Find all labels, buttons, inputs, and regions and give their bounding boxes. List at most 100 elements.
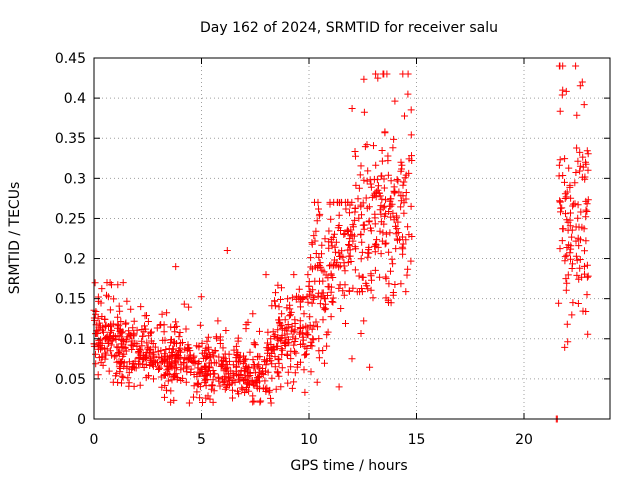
- data-point: [559, 86, 567, 94]
- data-point: [349, 223, 357, 231]
- data-point: [246, 348, 254, 356]
- data-point: [160, 328, 168, 336]
- data-point: [349, 284, 357, 292]
- data-point: [564, 218, 572, 226]
- data-point: [293, 363, 301, 371]
- data-point: [245, 363, 253, 371]
- data-point: [145, 372, 153, 380]
- data-point: [110, 295, 118, 303]
- data-point: [329, 274, 337, 281]
- data-point: [373, 176, 381, 184]
- data-point: [336, 262, 344, 270]
- data-point: [384, 171, 392, 179]
- data-point: [164, 377, 172, 385]
- data-point: [277, 296, 284, 303]
- data-point: [571, 200, 579, 208]
- data-point: [344, 228, 352, 235]
- data-point: [133, 326, 141, 334]
- data-point: [371, 220, 379, 228]
- data-point: [357, 203, 365, 211]
- data-point: [394, 218, 402, 226]
- data-point: [190, 352, 198, 360]
- data-point: [179, 339, 186, 346]
- data-point: [393, 176, 401, 183]
- data-point: [167, 339, 175, 347]
- data-point: [114, 349, 122, 357]
- data-point: [312, 318, 320, 326]
- data-point: [308, 325, 316, 333]
- data-point: [354, 195, 362, 203]
- data-point: [321, 306, 329, 314]
- data-point: [241, 355, 249, 363]
- data-point: [290, 271, 298, 279]
- data-point: [584, 150, 592, 158]
- data-point: [363, 177, 371, 185]
- data-point: [400, 199, 408, 207]
- data-point: [299, 336, 307, 344]
- data-point: [319, 316, 327, 324]
- data-point: [229, 377, 237, 385]
- data-point: [574, 214, 582, 222]
- data-point: [377, 250, 385, 258]
- data-point: [225, 381, 233, 389]
- data-point: [271, 363, 279, 371]
- data-point: [210, 387, 218, 395]
- data-point: [367, 224, 374, 232]
- data-point: [170, 396, 178, 404]
- data-point: [108, 326, 116, 334]
- data-point: [163, 386, 170, 394]
- data-point: [145, 349, 153, 357]
- data-point: [116, 326, 124, 334]
- data-point: [194, 379, 202, 387]
- data-point: [271, 302, 279, 310]
- data-point: [296, 330, 303, 338]
- data-point: [307, 368, 315, 376]
- data-point: [284, 379, 292, 387]
- data-point: [289, 333, 297, 341]
- data-point: [169, 345, 177, 353]
- data-point: [363, 204, 371, 212]
- data-point: [562, 193, 570, 201]
- data-point: [163, 366, 171, 374]
- data-point: [381, 129, 389, 137]
- data-point: [290, 341, 298, 349]
- data-point: [371, 266, 379, 274]
- data-point: [105, 367, 113, 375]
- data-point: [366, 363, 374, 371]
- data-point: [106, 306, 114, 314]
- data-point: [239, 385, 247, 393]
- data-point: [558, 237, 566, 245]
- data-point: [196, 321, 204, 329]
- data-point: [390, 216, 398, 224]
- data-point: [367, 286, 375, 294]
- data-point: [555, 161, 563, 169]
- data-point: [263, 384, 271, 392]
- data-point: [145, 332, 153, 340]
- data-point: [323, 342, 331, 350]
- data-point: [267, 350, 275, 357]
- data-point: [380, 175, 388, 183]
- data-point: [404, 265, 412, 273]
- data-point: [292, 349, 300, 357]
- data-point: [110, 353, 118, 361]
- data-point: [100, 328, 107, 336]
- data-point: [118, 379, 125, 387]
- data-point: [96, 319, 104, 327]
- data-point: [335, 383, 343, 391]
- data-point: [155, 353, 163, 361]
- data-point: [189, 358, 197, 366]
- data-point: [576, 82, 584, 90]
- data-point: [382, 273, 390, 281]
- data-point: [407, 131, 415, 139]
- data-point: [162, 346, 170, 353]
- data-point: [309, 335, 317, 343]
- data-point: [320, 294, 328, 302]
- data-point: [92, 360, 100, 368]
- data-point: [327, 235, 335, 243]
- data-point: [386, 229, 394, 237]
- data-point: [209, 367, 217, 374]
- data-point: [137, 346, 144, 354]
- data-point: [265, 388, 273, 396]
- data-point: [383, 70, 391, 78]
- data-point: [234, 334, 242, 342]
